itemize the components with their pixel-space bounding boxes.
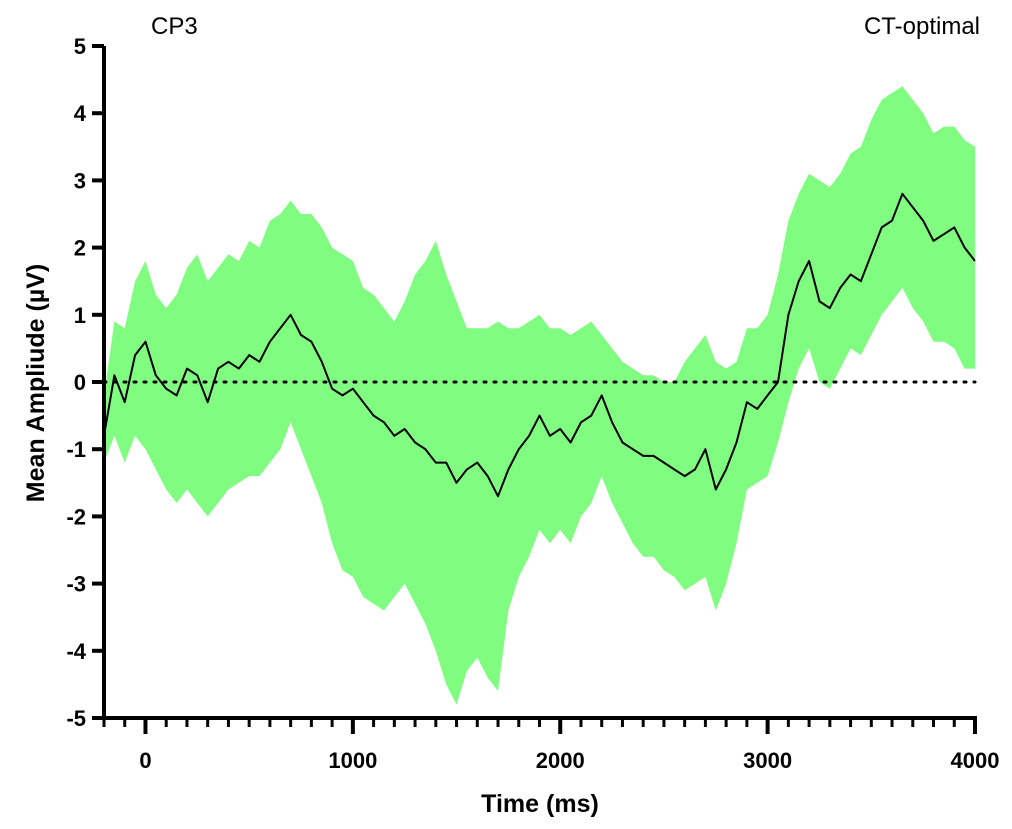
- mean-line-0: [103, 192, 976, 498]
- x-tick-label: 2000: [536, 748, 585, 773]
- channel-label: CP3: [151, 13, 198, 40]
- y-tick-label: -4: [66, 639, 86, 664]
- x-tick-label: 3000: [743, 748, 792, 773]
- y-tick-label: -1: [66, 437, 86, 462]
- plot-area: 5 4 3 2 1 0 -1 -2 -3 -4 -5 0 1000 2000 3000 4000: [66, 34, 999, 773]
- y-tick-label: 3: [74, 168, 86, 193]
- x-tick-label: 0: [139, 748, 151, 773]
- y-tick-label: 1: [74, 303, 86, 328]
- y-tick-label: -2: [66, 504, 86, 529]
- y-tick-label: 5: [74, 34, 86, 59]
- y-tick-label: 0: [74, 370, 86, 395]
- y-axis-title: Mean Ampliude (µV): [22, 264, 50, 503]
- x-tick-label: 1000: [328, 748, 377, 773]
- y-tick-label: 2: [74, 236, 86, 261]
- y-tick-label: 4: [74, 101, 87, 126]
- confidence-band-0: [104, 86, 975, 705]
- x-tick-label: 4000: [951, 748, 1000, 773]
- y-tick-label: -3: [66, 572, 86, 597]
- y-tick-label: -5: [66, 706, 86, 731]
- condition-label: CT-optimal: [864, 13, 980, 40]
- x-axis-title: Time (ms): [481, 790, 599, 818]
